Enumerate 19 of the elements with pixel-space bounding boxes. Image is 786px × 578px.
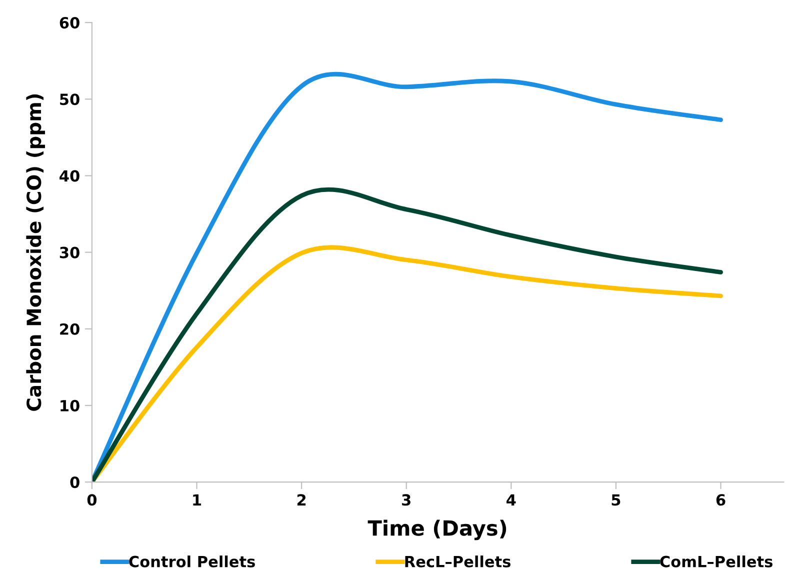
y-tick-label: 60 <box>60 17 80 29</box>
legend-label: ComL–Pellets <box>660 556 772 568</box>
x-axis-title: Time (Days) <box>368 520 506 540</box>
y-tick-label: 40 <box>60 170 80 182</box>
x-tick-label: 3 <box>402 494 410 506</box>
x-tick-label: 4 <box>506 494 516 506</box>
y-tick-label: 0 <box>70 476 80 488</box>
legend-label: Control Pellets <box>129 556 255 568</box>
x-tick-label: 1 <box>193 494 202 506</box>
legend-label: RecL–Pellets <box>405 556 510 568</box>
y-tick-label: 30 <box>60 246 80 258</box>
y-tick-label: 20 <box>60 323 80 335</box>
y-tick-label: 50 <box>60 94 80 106</box>
x-tick-label: 6 <box>716 494 726 506</box>
x-tick-label: 2 <box>297 494 306 506</box>
y-tick-label: 10 <box>60 400 80 412</box>
x-tick-label: 0 <box>87 494 97 506</box>
x-tick-label: 5 <box>612 494 620 506</box>
y-axis-title: Carbon Monoxide (CO) (ppm) <box>26 94 46 411</box>
